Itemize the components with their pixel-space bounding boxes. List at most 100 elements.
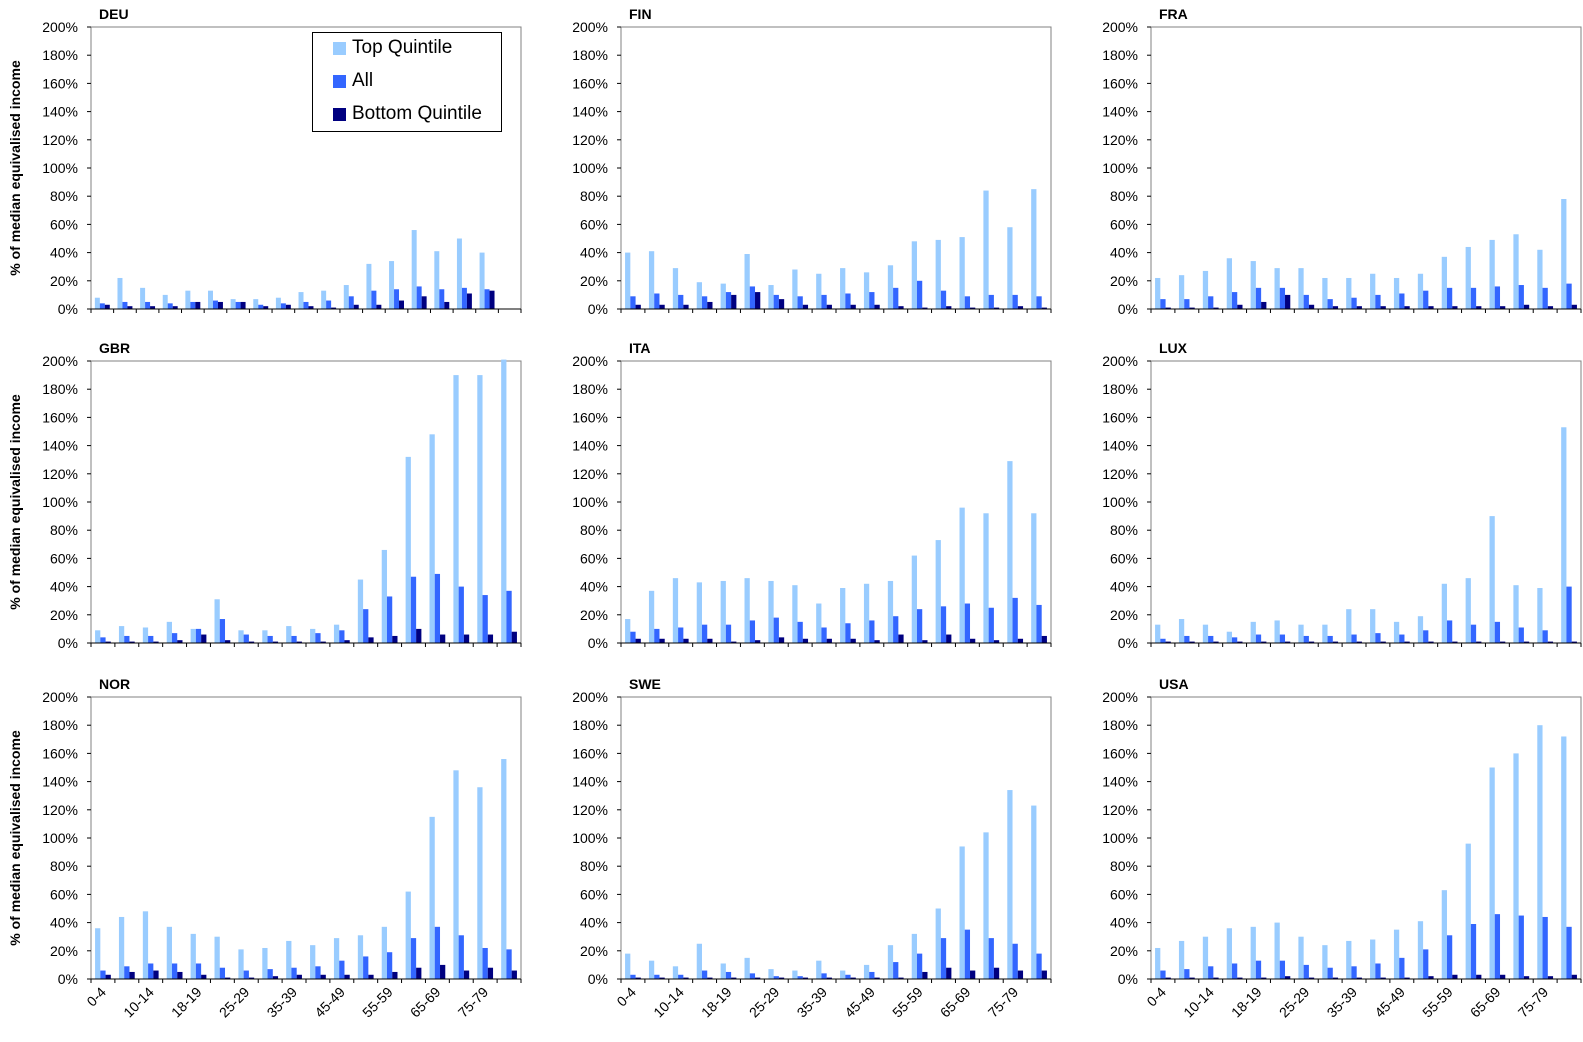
bar-all <box>100 637 106 643</box>
bar-top-quintile <box>1178 940 1185 979</box>
legend-swatch <box>333 107 346 121</box>
bar-top-quintile <box>1370 609 1376 643</box>
bar-top-quintile <box>140 287 146 309</box>
bar-bottom-quintile <box>421 296 427 309</box>
bar-bottom-quintile <box>376 304 382 309</box>
bar-all <box>458 935 464 979</box>
bar-top-quintile <box>744 578 750 643</box>
bar-all <box>1160 299 1166 309</box>
y-tick-label: 20% <box>50 607 78 623</box>
x-tick-label: 45-49 <box>311 984 348 1021</box>
bar-bottom-quintile <box>1428 976 1434 979</box>
y-tick-label: 40% <box>50 579 78 595</box>
bar-all <box>749 620 756 643</box>
y-tick-label: 160% <box>1102 75 1138 91</box>
bar-all <box>506 949 512 979</box>
bar-all <box>371 290 377 309</box>
bar-all <box>821 294 827 309</box>
x-tick-label: 35-39 <box>794 984 831 1021</box>
bar-all <box>1518 285 1524 309</box>
bar-top-quintile <box>983 190 989 309</box>
bar-bottom-quintile <box>946 634 952 643</box>
bar-bottom-quintile <box>1332 641 1339 643</box>
bar-bottom-quintile <box>248 977 255 979</box>
bar-all <box>394 289 400 309</box>
bar-top-quintile <box>840 970 846 979</box>
bar-all <box>1542 287 1548 309</box>
x-tick-label: 45-49 <box>1371 984 1408 1021</box>
panel-title: LUX <box>1159 340 1188 356</box>
bar-bottom-quintile <box>1189 977 1195 979</box>
bar-bottom-quintile <box>1523 304 1530 309</box>
bar-all <box>1255 287 1262 309</box>
bar-bottom-quintile <box>1500 974 1506 979</box>
bar-top-quintile <box>1441 890 1447 979</box>
bar-all <box>701 624 708 643</box>
bar-top-quintile <box>1202 624 1209 643</box>
y-tick-label: 120% <box>572 466 608 482</box>
bar-all <box>916 953 923 979</box>
bar-top-quintile <box>310 628 316 643</box>
y-tick-label: 0% <box>58 971 78 987</box>
x-tick-label: 10-14 <box>120 984 157 1021</box>
bar-top-quintile <box>1441 583 1447 643</box>
bar-all <box>1423 290 1429 309</box>
y-tick-label: 120% <box>42 466 78 482</box>
bar-all <box>869 620 875 643</box>
bar-bottom-quintile <box>1452 641 1458 643</box>
bar-all <box>212 300 218 309</box>
bar-all <box>630 974 636 979</box>
bar-top-quintile <box>1561 736 1567 979</box>
y-tick-label: 120% <box>1102 132 1138 148</box>
bar-bottom-quintile <box>463 634 470 643</box>
bar-bottom-quintile <box>778 637 785 643</box>
bar-top-quintile <box>792 585 798 643</box>
bar-all <box>773 617 779 643</box>
bar-top-quintile <box>1298 936 1304 979</box>
bar-all <box>1208 966 1214 979</box>
bar-bottom-quintile <box>225 977 231 979</box>
bar-top-quintile <box>1513 585 1519 643</box>
bar-top-quintile <box>118 916 125 979</box>
x-tick-label: 18-19 <box>1228 984 1265 1021</box>
y-tick-label: 20% <box>1110 273 1138 289</box>
bar-top-quintile <box>142 627 149 643</box>
bar-all <box>654 293 660 309</box>
y-tick-label: 0% <box>588 301 608 317</box>
bar-bottom-quintile <box>993 967 1000 979</box>
chart-panel-deu: 0% 20% 40% 60% 80% 100% 120% 140% 160% 180% 200% DE… <box>7 6 522 317</box>
bar-top-quintile <box>863 583 870 643</box>
bar-bottom-quintile <box>874 304 880 309</box>
bar-all <box>964 296 971 309</box>
bar-all <box>1303 294 1309 309</box>
bar-bottom-quintile <box>1189 307 1195 309</box>
y-tick-label: 80% <box>1110 188 1138 204</box>
y-tick-label: 160% <box>572 745 608 761</box>
bar-all <box>654 974 660 979</box>
y-tick-label: 0% <box>1118 971 1138 987</box>
bar-top-quintile <box>768 580 774 643</box>
bar-all <box>916 609 923 643</box>
panel-title: GBR <box>99 340 130 356</box>
x-tick-label: 55-59 <box>359 984 396 1021</box>
bar-top-quintile <box>262 947 268 979</box>
bar-bottom-quintile <box>392 635 398 643</box>
y-tick-label: 80% <box>580 522 608 538</box>
bar-all <box>267 969 273 979</box>
bar-bottom-quintile <box>850 304 856 309</box>
bar-bottom-quintile <box>344 640 350 643</box>
bar-top-quintile <box>744 957 750 979</box>
y-tick-label: 200% <box>1102 689 1138 705</box>
bar-bottom-quintile <box>1308 977 1315 979</box>
bar-top-quintile <box>816 960 822 979</box>
y-tick-label: 60% <box>50 550 78 566</box>
bar-top-quintile <box>696 943 702 979</box>
bar-top-quintile <box>95 928 101 979</box>
bar-all <box>1012 943 1018 979</box>
bar-top-quintile <box>792 269 798 309</box>
bar-top-quintile <box>1417 921 1424 979</box>
x-tick-label: 0-4 <box>1143 984 1169 1010</box>
y-tick-label: 100% <box>572 494 608 510</box>
bar-bottom-quintile <box>826 977 832 979</box>
panel-title: DEU <box>99 6 129 22</box>
